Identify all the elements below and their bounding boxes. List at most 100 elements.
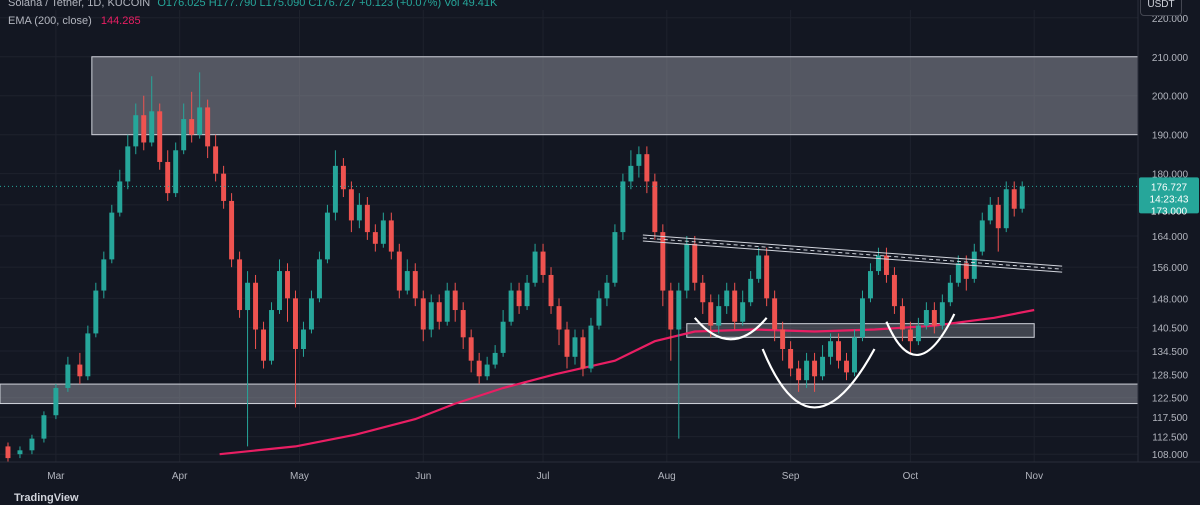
candle-body — [356, 204, 362, 221]
candle-body — [844, 360, 849, 373]
y-tick-label: 117.500 — [1152, 413, 1188, 424]
candle-body — [436, 302, 442, 322]
candle-body — [891, 274, 897, 307]
y-tick-label: 180.000 — [1152, 170, 1189, 181]
candle-body — [41, 415, 47, 439]
candle-body — [420, 298, 426, 330]
candle-body — [724, 290, 730, 307]
y-tick-label: 220.000 — [1152, 14, 1189, 25]
candle-body — [756, 255, 762, 279]
head-curve — [761, 348, 876, 409]
x-tick-label: Aug — [658, 471, 676, 482]
candle-body — [860, 298, 865, 338]
candle-body — [253, 282, 259, 330]
trendline-edge — [642, 240, 1063, 273]
candle-body — [229, 200, 235, 260]
candle-body — [564, 329, 570, 357]
candle-body — [460, 310, 466, 338]
candle-body — [820, 356, 826, 377]
candle-body — [692, 243, 698, 283]
candle-body — [444, 290, 450, 322]
candle-body — [452, 290, 458, 311]
candle-body — [620, 181, 626, 233]
candle-body — [285, 271, 290, 299]
candle-body — [221, 173, 227, 201]
y-tick-label: 156.000 — [1152, 263, 1189, 274]
candle-body — [676, 290, 682, 330]
ema-row: EMA (200, close) 144.285 — [8, 12, 497, 30]
candle-body — [532, 251, 538, 283]
candle-body — [412, 271, 418, 299]
candle-body — [476, 360, 482, 377]
candle-body — [348, 189, 354, 221]
candle-body — [612, 232, 618, 283]
candle-body — [883, 255, 889, 275]
candle-body — [788, 349, 794, 369]
x-tick-label: Mar — [47, 471, 65, 482]
candle-body — [915, 325, 921, 342]
candle-body — [1003, 189, 1009, 229]
x-tick-label: Oct — [903, 471, 919, 482]
candle-body — [780, 329, 786, 349]
candle-body — [660, 232, 666, 291]
currency-button[interactable]: USDT — [1140, 0, 1182, 16]
x-tick-label: Nov — [1025, 471, 1043, 482]
y-tick-label: 190.000 — [1152, 131, 1189, 142]
symbol-label: Solana / Tether, 1D, KUCOIN — [8, 0, 151, 9]
last-price-value: 176.727 — [1151, 182, 1188, 193]
x-tick-label: Jun — [415, 471, 431, 482]
candle-body — [812, 360, 818, 377]
candle-body — [205, 107, 211, 147]
y-tick-label: 122.500 — [1152, 394, 1189, 405]
candle-body — [772, 298, 778, 330]
candle-body — [836, 341, 842, 361]
candle-body — [540, 251, 546, 275]
candle-body — [101, 259, 107, 291]
candle-body — [332, 165, 338, 213]
bar-countdown: 14:23:43 — [1150, 194, 1189, 205]
candle-body — [189, 119, 195, 135]
candle-body — [269, 310, 274, 361]
y-tick-label: 108.000 — [1152, 450, 1189, 461]
candle-body — [636, 154, 642, 166]
x-axis-panel — [0, 462, 1200, 500]
chart-legend: Solana / Tether, 1D, KUCOIN O176.025 H17… — [8, 0, 497, 30]
candle-body — [173, 150, 179, 194]
candle-body — [165, 161, 171, 194]
candle-body — [804, 360, 810, 381]
ema-value: 144.285 — [100, 15, 141, 27]
candle-body — [963, 263, 969, 279]
candle-body — [508, 290, 514, 322]
candle-body — [293, 298, 298, 349]
ohlc-values: O176.025 H177.790 L175.090 C176.727 +0.1… — [157, 0, 498, 9]
badge-sub-label: 173.000 — [1151, 206, 1188, 217]
candle-body — [748, 278, 754, 303]
candle-body — [125, 146, 131, 182]
candle-body — [53, 387, 59, 416]
candle-body — [939, 302, 945, 326]
candle-body — [700, 282, 706, 303]
candle-body — [987, 204, 993, 221]
candle-body — [324, 212, 330, 260]
candle-body — [340, 165, 346, 190]
candle-body — [740, 302, 746, 322]
x-tick-label: Jul — [537, 471, 550, 482]
candle-body — [277, 271, 282, 311]
candle-body — [524, 282, 530, 307]
candle-body — [197, 107, 203, 135]
candle-body — [548, 274, 554, 307]
candle-body — [77, 364, 83, 377]
candle-body — [828, 341, 834, 357]
last-price-badge — [1139, 177, 1199, 214]
candle-body — [261, 329, 267, 361]
candle-body — [628, 165, 634, 182]
candle-body — [907, 329, 913, 342]
candle-body — [141, 115, 147, 143]
candle-body — [923, 310, 929, 326]
candle-body — [995, 204, 1001, 229]
candle-body — [300, 329, 306, 349]
y-tick-label: 210.000 — [1152, 53, 1189, 64]
candle-body — [668, 290, 674, 330]
